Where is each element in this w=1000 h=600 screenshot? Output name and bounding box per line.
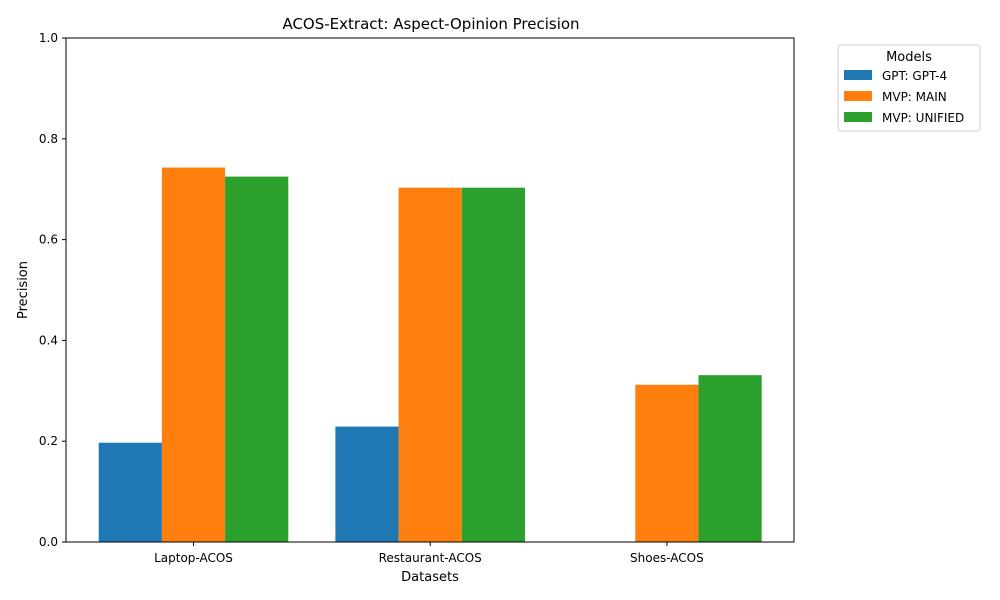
bar-mvp-main-restaurant-acos — [398, 187, 462, 543]
legend-label: GPT: GPT-4 — [882, 69, 947, 83]
y-tick-label: 0.6 — [39, 233, 58, 247]
plot-area — [98, 167, 762, 543]
y-axis-label: Precision — [16, 261, 31, 319]
y-tick-label: 0.4 — [39, 333, 58, 347]
y-tick-label: 1.0 — [39, 31, 58, 45]
bar-mvp-unified-laptop-acos — [225, 176, 289, 542]
y-tick-label: 0.0 — [39, 535, 58, 549]
x-axis-label: Datasets — [401, 570, 459, 585]
y-tick-label: 0.2 — [39, 434, 58, 448]
bar-mvp-main-shoes-acos — [635, 384, 699, 542]
x-tick-label: Restaurant-ACOS — [379, 551, 482, 565]
legend-swatch — [844, 70, 872, 80]
x-tick-label: Laptop-ACOS — [154, 551, 233, 565]
bar-mvp-main-laptop-acos — [161, 167, 226, 542]
legend-label: MVP: MAIN — [882, 90, 947, 104]
bar-mvp-unified-restaurant-acos — [461, 187, 525, 543]
legend-swatch — [844, 91, 872, 101]
legend-frame — [837, 44, 981, 132]
legend-label: MVP: UNIFIED — [882, 111, 964, 125]
bar-gpt-gpt-4-laptop-acos — [98, 442, 162, 542]
legend-title: Models — [886, 50, 932, 65]
legend-swatch — [844, 112, 872, 122]
x-tick-label: Shoes-ACOS — [630, 551, 704, 565]
bar-gpt-gpt-4-restaurant-acos — [335, 426, 399, 542]
bar-mvp-unified-shoes-acos — [698, 375, 762, 542]
legend: Models GPT: GPT-4 MVP: MAIN MVP: UNIFIED — [837, 44, 981, 132]
y-tick-label: 0.8 — [39, 132, 58, 146]
chart-title: ACOS-Extract: Aspect-Opinion Precision — [282, 15, 579, 33]
